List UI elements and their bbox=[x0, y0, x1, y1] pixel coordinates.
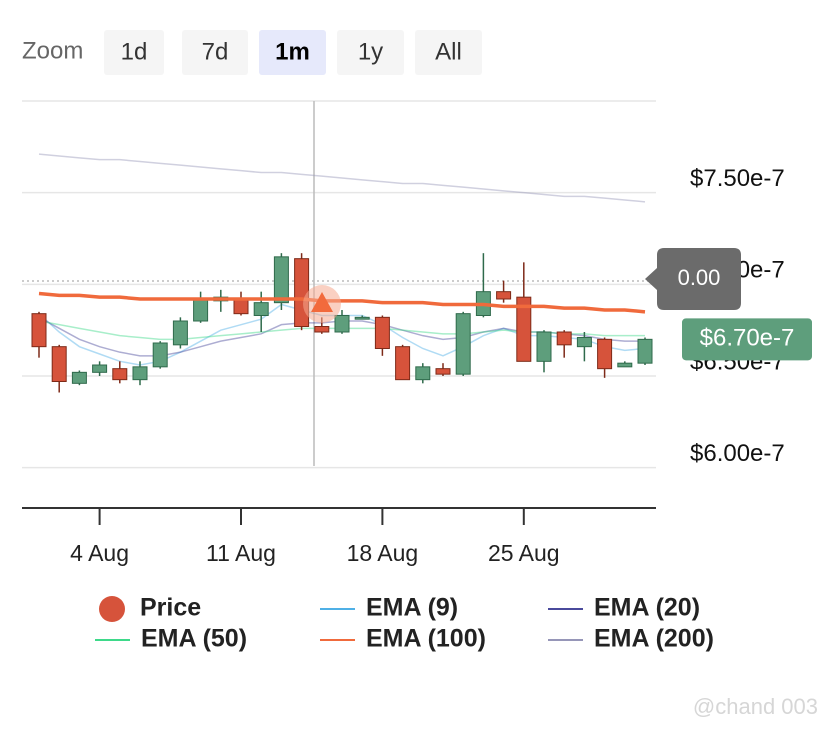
zoom-button[interactable] bbox=[182, 30, 248, 75]
candle-body bbox=[294, 258, 310, 327]
y-tick-label: $7.50e-7 bbox=[690, 165, 785, 192]
candle-body bbox=[233, 298, 249, 315]
candle-body bbox=[374, 316, 390, 350]
candle-body bbox=[132, 366, 148, 381]
candle-body bbox=[71, 371, 87, 384]
watermark: @chand 003 bbox=[693, 694, 818, 719]
candle-body bbox=[455, 313, 471, 375]
candle-body bbox=[314, 326, 330, 333]
candle-body bbox=[92, 364, 108, 373]
last-price-box bbox=[682, 318, 812, 361]
candle-body bbox=[354, 316, 370, 320]
ema-line bbox=[38, 291, 646, 314]
zoom-button-label: 1y bbox=[358, 38, 383, 65]
legend-label[interactable]: EMA (9) bbox=[366, 594, 458, 622]
legend-label[interactable]: EMA (20) bbox=[594, 594, 700, 622]
candle-body bbox=[51, 346, 67, 382]
tooltip-box bbox=[645, 248, 741, 310]
zoom-button-label: 1m bbox=[275, 38, 310, 65]
candle-body bbox=[193, 298, 209, 322]
x-tick-label: 11 Aug bbox=[206, 540, 276, 566]
candle-body bbox=[31, 313, 47, 348]
x-tick-label: 25 Aug bbox=[488, 540, 560, 566]
candle-body bbox=[172, 320, 188, 346]
candle-body bbox=[435, 368, 451, 375]
plot-background bbox=[22, 100, 656, 509]
candle-body bbox=[152, 342, 168, 368]
candle-body bbox=[556, 331, 572, 346]
candle-body bbox=[334, 315, 350, 333]
candle-body bbox=[496, 291, 512, 300]
candle-body bbox=[536, 331, 552, 362]
zoom-button[interactable] bbox=[337, 30, 404, 75]
legend-symbol[interactable] bbox=[99, 596, 125, 622]
legend-label[interactable]: Price bbox=[140, 594, 201, 622]
candle-body bbox=[637, 338, 653, 364]
zoom-button-label: 1d bbox=[121, 38, 148, 65]
candle-body bbox=[395, 346, 411, 381]
legend-label[interactable]: EMA (200) bbox=[594, 625, 714, 653]
legend-label[interactable]: EMA (50) bbox=[141, 625, 247, 653]
x-tick-label: 4 Aug bbox=[70, 540, 129, 566]
zoom-label: Zoom bbox=[22, 37, 83, 64]
flag-marker bbox=[311, 292, 333, 312]
x-tick-label: 18 Aug bbox=[347, 540, 419, 566]
last-price-label: $6.70e-7 bbox=[700, 325, 795, 352]
candle-body bbox=[112, 368, 128, 381]
candle-body bbox=[576, 337, 592, 348]
legend-label[interactable]: EMA (100) bbox=[366, 625, 486, 653]
zoom-button-label: All bbox=[435, 38, 462, 65]
candle-body bbox=[617, 362, 633, 368]
zoom-button[interactable] bbox=[104, 30, 164, 75]
zoom-button[interactable] bbox=[415, 30, 482, 75]
candle-body bbox=[415, 366, 431, 381]
candle-body bbox=[253, 302, 269, 316]
y-tick-label: $6.00e-7 bbox=[690, 440, 785, 467]
zoom-button[interactable] bbox=[259, 30, 326, 75]
candle-body bbox=[516, 296, 532, 362]
candle-body bbox=[597, 338, 613, 370]
tooltip-text: 0.00 bbox=[678, 265, 721, 290]
candle-body bbox=[273, 256, 289, 304]
zoom-button-label: 7d bbox=[202, 38, 229, 65]
ema-line bbox=[38, 153, 646, 203]
